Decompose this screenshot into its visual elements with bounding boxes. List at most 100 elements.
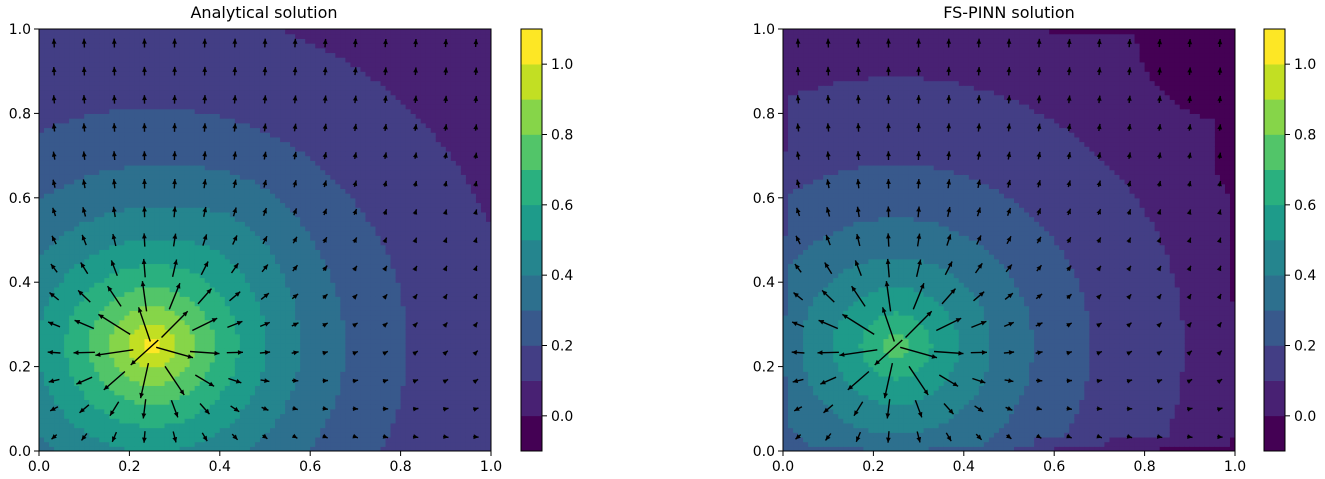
contour-cell [134,127,141,133]
contour-cell [305,263,311,269]
contour-cell [109,446,115,451]
contour-cell [79,136,85,143]
contour-cell [209,202,216,208]
contour-cell [94,413,100,419]
contour-cell [239,85,246,91]
contour-cell [149,61,156,68]
contour-cell [169,155,176,161]
contour-cell [39,249,45,255]
contour-cell [229,99,236,105]
contour-cell [89,136,95,143]
contour-cell [234,164,241,171]
contour-cell [244,183,251,190]
contour-cell [139,404,146,410]
contour-cell [64,211,70,218]
contour-cell [189,357,196,363]
contour-cell [239,432,246,438]
contour-cell [174,202,181,208]
contour-cell [199,188,206,194]
contour-cell [139,104,146,110]
contour-cell [104,413,110,419]
contour-cell [134,160,141,166]
contour-cell [315,263,321,269]
contour-cell [295,202,301,208]
contour-cell [94,244,100,250]
contour-cell [54,324,60,330]
contour-cell [265,150,271,157]
contour-cell [69,446,75,451]
contour-cell [129,146,136,152]
contour-cell [290,244,296,250]
contour-cell [69,113,75,119]
contour-cell [159,254,166,260]
contour-cell [234,422,241,429]
contour-cell [295,338,301,344]
contour-cell [239,258,246,265]
contour-cell [270,150,276,157]
contour-cell [244,33,251,39]
contour-cell [149,404,156,410]
contour-cell [94,52,100,58]
contour-cell [54,333,60,340]
contour-cell [84,282,90,288]
contour-cell [84,338,90,344]
contour-cell [159,211,166,218]
contour-cell [134,315,141,321]
contour-cell [154,390,161,396]
contour-cell [300,272,306,279]
contour-cell [305,338,311,344]
contour-cell [149,94,156,100]
contour-cell [134,99,141,105]
contour-cell [154,141,161,147]
contour-cell [254,235,261,241]
contour-cell [129,127,136,133]
contour-cell [194,94,201,100]
contour-cell [209,268,216,274]
contour-cell [114,174,120,180]
contour-cell [174,160,181,166]
contour-cell [39,127,45,133]
contour-cell [270,413,276,419]
contour-cell [194,188,201,194]
contour-cell [69,108,75,114]
contour-cell [229,361,236,368]
contour-cell [74,399,80,405]
contour-cell [139,47,146,54]
contour-cell [285,155,291,161]
contour-cell [285,29,291,35]
contour-cell [174,207,181,213]
contour-cell [234,394,241,401]
contour-cell [109,211,115,218]
contour-cell [79,413,85,419]
contour-cell [144,352,151,358]
contour-cell [99,357,105,363]
contour-cell [119,258,125,265]
contour-cell [64,122,70,129]
contour-cell [280,71,286,77]
contour-cell [139,357,146,363]
contour-cell [129,183,136,190]
contour-cell [79,300,85,307]
contour-cell [229,155,236,161]
contour-cell [310,146,316,152]
contour-cell [295,179,301,185]
contour-cell [64,296,70,302]
contour-cell [109,324,115,330]
contour-cell [290,432,296,438]
contour-cell [89,80,95,86]
contour-cell [265,282,271,288]
contour-cell [300,333,306,340]
contour-cell [285,385,291,391]
contour-cell [159,319,166,325]
contour-cell [59,338,65,344]
contour-cell [49,71,55,77]
contour-cell [84,43,90,49]
contour-cell [270,291,276,297]
contour-cell [129,221,136,227]
contour-cell [285,418,291,424]
contour-cell [89,286,95,293]
contour-cell [300,155,306,161]
contour-cell [194,202,201,208]
contour-cell [159,221,166,227]
contour-cell [49,43,55,49]
